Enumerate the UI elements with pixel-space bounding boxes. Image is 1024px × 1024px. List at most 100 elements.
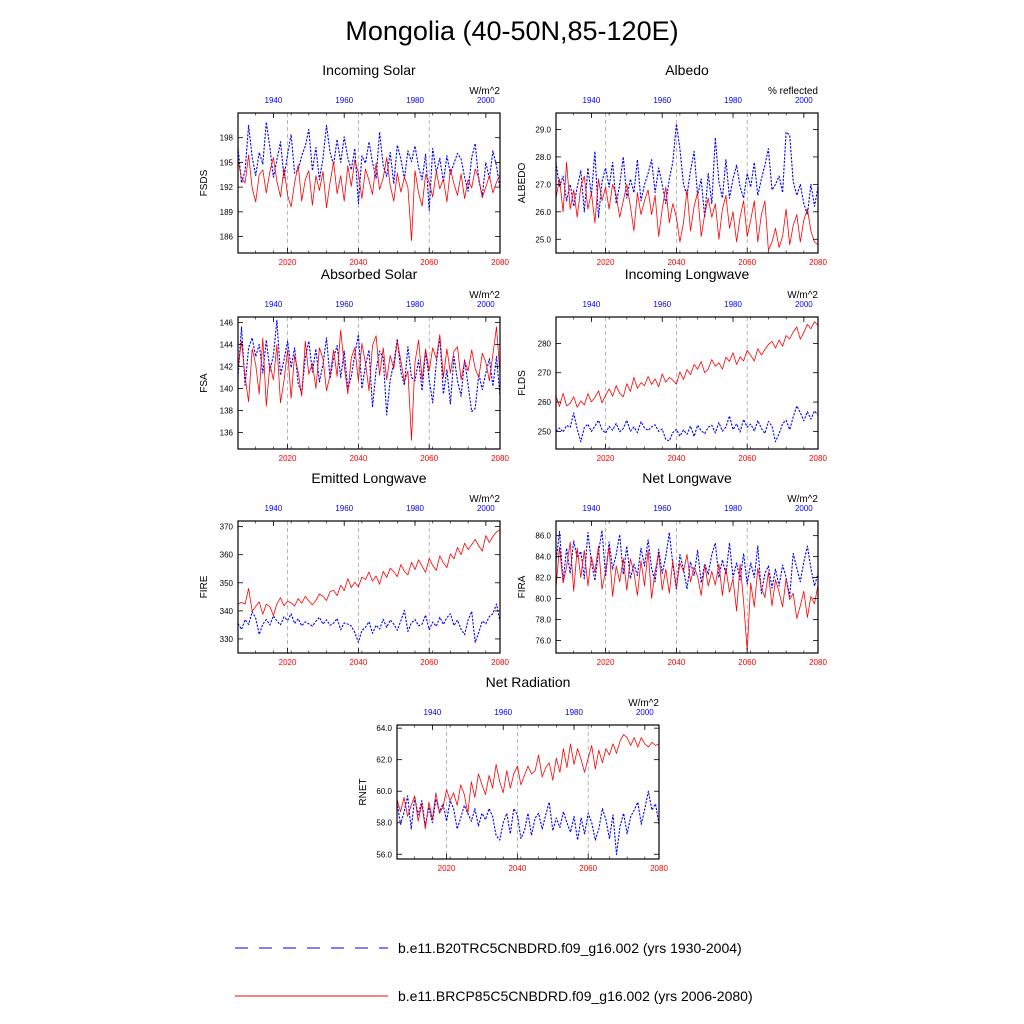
series-line-future bbox=[555, 541, 819, 652]
series-line-historical bbox=[555, 529, 819, 597]
y-tick-label: 360 bbox=[220, 551, 234, 560]
y-axis-label: ALBEDO bbox=[517, 162, 528, 203]
x-top-tick-label: 1980 bbox=[724, 300, 742, 309]
y-tick-label: 29.0 bbox=[535, 125, 551, 134]
panel-fsds: Incoming Solar W/m^2 2020 2040 2060 2080 1940 1… bbox=[199, 62, 509, 267]
panel-title: Albedo bbox=[665, 62, 709, 78]
x-top-tick-label: 1940 bbox=[583, 96, 601, 105]
x-bottom-tick-label: 2040 bbox=[667, 454, 685, 463]
x-top-tick-label: 2000 bbox=[795, 96, 813, 105]
x-bottom-tick-label: 2080 bbox=[650, 864, 668, 873]
y-tick-label: 250 bbox=[538, 427, 552, 436]
y-tick-label: 350 bbox=[220, 579, 234, 588]
panel-title: Net Longwave bbox=[642, 470, 732, 486]
y-tick-label: 84.0 bbox=[535, 553, 551, 562]
y-tick-label: 58.0 bbox=[376, 819, 392, 828]
x-top-tick-label: 2000 bbox=[636, 708, 654, 717]
y-tick-label: 27.0 bbox=[535, 180, 551, 189]
x-bottom-tick-label: 2080 bbox=[809, 454, 827, 463]
panels: Incoming Solar W/m^2 2020 2040 2060 2080 1940 1… bbox=[199, 62, 827, 873]
series-line-future bbox=[237, 154, 501, 242]
y-tick-label: 25.0 bbox=[535, 235, 551, 244]
x-bottom-tick-label: 2020 bbox=[597, 658, 615, 667]
y-tick-label: 76.0 bbox=[535, 636, 551, 645]
x-bottom-tick-label: 2060 bbox=[579, 864, 597, 873]
y-tick-label: 146 bbox=[220, 319, 234, 328]
y-axis-label: RNET bbox=[358, 778, 369, 805]
units-label: W/m^2 bbox=[787, 290, 818, 301]
units-label: W/m^2 bbox=[628, 698, 659, 709]
x-bottom-tick-label: 2060 bbox=[420, 454, 438, 463]
panel-title: Net Radiation bbox=[486, 674, 571, 690]
y-tick-label: 82.0 bbox=[535, 574, 551, 583]
y-tick-label: 136 bbox=[220, 429, 234, 438]
x-bottom-tick-label: 2020 bbox=[597, 454, 615, 463]
legend: b.e11.B20TRC5CNBDRD.f09_g16.002 (yrs 193… bbox=[235, 940, 753, 1004]
x-top-tick-label: 2000 bbox=[477, 96, 495, 105]
plot-frame bbox=[237, 112, 501, 254]
x-top-tick-label: 1940 bbox=[583, 300, 601, 309]
x-top-tick-label: 1980 bbox=[724, 96, 742, 105]
x-top-tick-label: 2000 bbox=[477, 300, 495, 309]
x-top-tick-label: 2000 bbox=[477, 504, 495, 513]
panel-fira: Net Longwave W/m^2 2020 2040 2060 2080 1940 196… bbox=[517, 470, 827, 667]
legend-item-future: b.e11.BRCP85C5CNBDRD.f09_g16.002 (yrs 20… bbox=[235, 988, 753, 1004]
series-line-historical bbox=[555, 123, 819, 218]
x-top-tick-label: 1960 bbox=[653, 504, 671, 513]
x-bottom-tick-label: 2080 bbox=[809, 658, 827, 667]
x-top-tick-label: 1940 bbox=[265, 96, 283, 105]
x-bottom-tick-label: 2040 bbox=[667, 658, 685, 667]
panel-flds: Incoming Longwave W/m^2 2020 2040 2060 2080 19… bbox=[517, 266, 827, 463]
y-axis-label: FIRA bbox=[517, 575, 528, 598]
series-line-future bbox=[237, 326, 501, 441]
panel-fsa: Absorbed Solar W/m^2 2020 2040 2060 2080 1940 1… bbox=[199, 266, 509, 463]
panel-title: Emitted Longwave bbox=[311, 470, 426, 486]
legend-label: b.e11.B20TRC5CNBDRD.f09_g16.002 (yrs 193… bbox=[398, 940, 742, 956]
x-bottom-tick-label: 2080 bbox=[809, 258, 827, 267]
y-tick-label: 370 bbox=[220, 523, 234, 532]
x-top-tick-label: 2000 bbox=[795, 300, 813, 309]
y-tick-label: 144 bbox=[220, 341, 234, 350]
plot-frame bbox=[396, 724, 660, 860]
x-top-tick-label: 1980 bbox=[406, 96, 424, 105]
units-label: W/m^2 bbox=[469, 290, 500, 301]
plot-frame bbox=[237, 520, 501, 654]
y-axis-label: FSA bbox=[199, 373, 210, 393]
y-axis-label: FSDS bbox=[199, 169, 210, 196]
x-bottom-tick-label: 2060 bbox=[738, 658, 756, 667]
series-line-historical bbox=[237, 319, 501, 416]
x-top-tick-label: 1980 bbox=[724, 504, 742, 513]
y-axis-label: FIRE bbox=[199, 575, 210, 598]
plot-frame bbox=[555, 520, 819, 654]
series-line-future bbox=[555, 321, 819, 408]
x-bottom-tick-label: 2040 bbox=[508, 864, 526, 873]
x-bottom-tick-label: 2020 bbox=[438, 864, 456, 873]
y-tick-label: 340 bbox=[220, 607, 234, 616]
y-tick-label: 330 bbox=[220, 635, 234, 644]
y-tick-label: 60.0 bbox=[376, 787, 392, 796]
panel-rnet: Net Radiation W/m^2 2020 2040 2060 2080 1940 19… bbox=[358, 674, 668, 873]
legend-item-historical: b.e11.B20TRC5CNBDRD.f09_g16.002 (yrs 193… bbox=[235, 940, 742, 956]
x-bottom-tick-label: 2060 bbox=[738, 454, 756, 463]
y-tick-label: 142 bbox=[220, 363, 234, 372]
series-line-historical bbox=[237, 121, 501, 211]
y-tick-label: 138 bbox=[220, 407, 234, 416]
plot-frame bbox=[555, 112, 819, 254]
y-tick-label: 56.0 bbox=[376, 850, 392, 859]
x-bottom-tick-label: 2080 bbox=[491, 658, 509, 667]
y-tick-label: 192 bbox=[220, 183, 234, 192]
x-bottom-tick-label: 2020 bbox=[597, 258, 615, 267]
x-bottom-tick-label: 2060 bbox=[420, 258, 438, 267]
y-tick-label: 62.0 bbox=[376, 756, 392, 765]
x-bottom-tick-label: 2040 bbox=[349, 454, 367, 463]
x-bottom-tick-label: 2020 bbox=[279, 258, 297, 267]
y-tick-label: 86.0 bbox=[535, 532, 551, 541]
x-bottom-tick-label: 2020 bbox=[279, 658, 297, 667]
y-tick-label: 260 bbox=[538, 398, 552, 407]
x-top-tick-label: 1960 bbox=[653, 300, 671, 309]
panel-title: Absorbed Solar bbox=[321, 266, 418, 282]
y-tick-label: 189 bbox=[220, 208, 234, 217]
panel-albedo: Albedo % reflected 2020 2040 2060 2080 1940 196… bbox=[517, 62, 827, 267]
x-top-tick-label: 2000 bbox=[795, 504, 813, 513]
